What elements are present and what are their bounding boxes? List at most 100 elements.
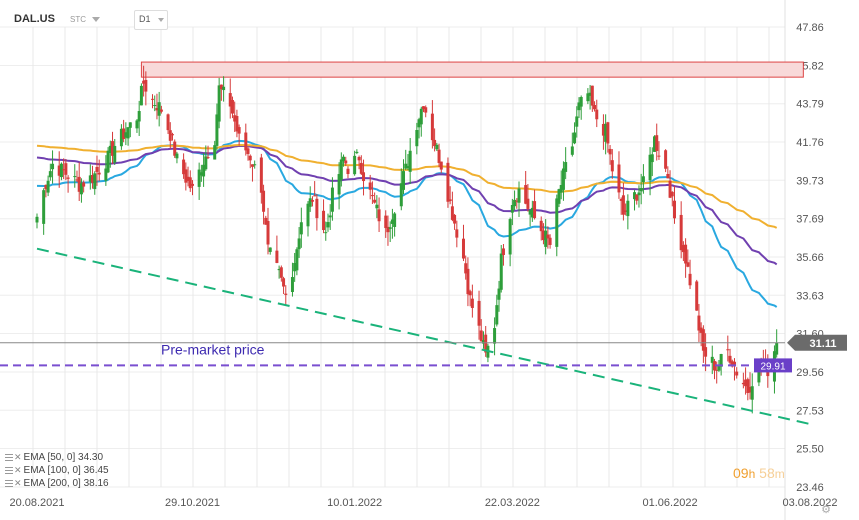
y-tick-label: 25.50 <box>796 444 824 456</box>
candle-body <box>610 160 614 172</box>
candle-body <box>406 166 410 169</box>
candle-body <box>204 156 208 170</box>
candle-body <box>297 238 301 250</box>
candle-body <box>668 180 672 198</box>
candle-body <box>142 80 146 84</box>
symbol-dropdown-caret-icon[interactable] <box>92 17 100 22</box>
chart-toolbar: DAL.US STC D1 <box>0 0 859 34</box>
candle-body <box>422 106 425 110</box>
candle-body <box>108 145 112 153</box>
candle-body <box>653 136 657 152</box>
timer-minutes: 58 <box>759 465 775 481</box>
ema-100-line <box>36 144 778 266</box>
candle-body <box>466 268 470 295</box>
candle-body <box>91 174 95 183</box>
remove-x-icon[interactable]: ✕ <box>14 465 22 475</box>
y-tick-label: 39.73 <box>796 175 824 187</box>
x-tick-label: 01.06.2022 <box>643 497 698 509</box>
candle-body <box>517 188 521 203</box>
candle-body <box>355 151 359 154</box>
candle-body <box>541 230 545 241</box>
candle-body <box>555 198 559 247</box>
candle-body <box>637 192 641 196</box>
settings-lines-icon[interactable] <box>5 480 13 487</box>
candle-body <box>175 153 179 159</box>
remove-x-icon[interactable]: ✕ <box>14 452 22 462</box>
candle-body <box>126 127 130 139</box>
candle-body <box>353 155 357 175</box>
candle-body <box>139 85 143 106</box>
candle-body <box>546 234 550 239</box>
candle-body <box>386 226 390 233</box>
candle-body <box>430 113 434 141</box>
indicator-legend: ✕ EMA [50, 0] 34.30 ✕ EMA [100, 0] 36.45… <box>5 451 109 490</box>
candle-body <box>259 157 263 193</box>
candle-body <box>308 198 312 207</box>
candle-close-timer: 09h 58m <box>733 465 785 481</box>
candle-body <box>153 105 157 107</box>
candle-body <box>495 305 499 325</box>
candle-body <box>648 154 652 181</box>
candle-body <box>166 114 170 131</box>
candle-body <box>106 150 110 173</box>
candle-body <box>328 215 332 218</box>
settings-lines-icon[interactable] <box>5 467 13 474</box>
y-tick-label: 29.56 <box>796 367 824 379</box>
candle-body <box>282 278 286 287</box>
candle-body <box>186 176 190 181</box>
timeframe-select[interactable]: D1 <box>134 10 168 30</box>
candle-body <box>499 253 503 290</box>
candle-body <box>377 209 381 222</box>
candle-body <box>639 187 643 192</box>
candle-body <box>275 250 279 263</box>
candle-body <box>608 148 612 155</box>
candle-body <box>530 207 534 218</box>
candle-body <box>699 327 703 333</box>
candle-body <box>284 293 288 295</box>
candle-body <box>266 220 270 245</box>
candle-body <box>128 122 132 128</box>
settings-gear-icon[interactable]: ⚙ <box>821 503 831 516</box>
candle-body <box>453 214 457 224</box>
candle-body <box>701 329 705 351</box>
candle-body <box>230 100 234 114</box>
legend-ema-50[interactable]: ✕ EMA [50, 0] 34.30 <box>5 451 109 464</box>
candle-body <box>448 199 452 201</box>
candle-body <box>419 108 423 125</box>
settings-lines-icon[interactable] <box>5 454 13 461</box>
candle-body <box>151 98 155 100</box>
candle-body <box>479 330 483 342</box>
candle-body <box>293 263 297 272</box>
candle-body <box>681 244 685 253</box>
candle-body <box>575 116 579 127</box>
timer-hours: 09 <box>733 465 749 481</box>
candle-body <box>524 185 528 204</box>
candle-body <box>135 120 139 129</box>
candle-body <box>744 379 748 387</box>
symbol-label[interactable]: DAL.US <box>14 13 55 25</box>
legend-ema-200[interactable]: ✕ EMA [200, 0] 38.16 <box>5 477 109 490</box>
candle-body <box>601 123 605 136</box>
candle-body <box>124 132 128 138</box>
candle-body <box>741 382 745 385</box>
legend-ema-100[interactable]: ✕ EMA [100, 0] 36.45 <box>5 464 109 477</box>
candle-body <box>168 130 172 141</box>
candle-body <box>621 195 625 215</box>
remove-x-icon[interactable]: ✕ <box>14 478 22 488</box>
candle-body <box>306 203 310 227</box>
candle-body <box>404 163 408 169</box>
candle-body <box>513 199 517 207</box>
candle-body <box>342 156 346 162</box>
candle-body <box>493 328 497 344</box>
candle-body <box>35 216 39 223</box>
candle-body <box>248 155 252 161</box>
candle-body <box>417 119 421 128</box>
candle-body <box>368 182 372 190</box>
candle-body <box>515 200 519 202</box>
candle-body <box>357 156 361 161</box>
candle-body <box>533 201 537 219</box>
y-tick-label: 43.79 <box>796 99 824 111</box>
candle-body <box>579 96 583 107</box>
candle-body <box>573 132 577 144</box>
